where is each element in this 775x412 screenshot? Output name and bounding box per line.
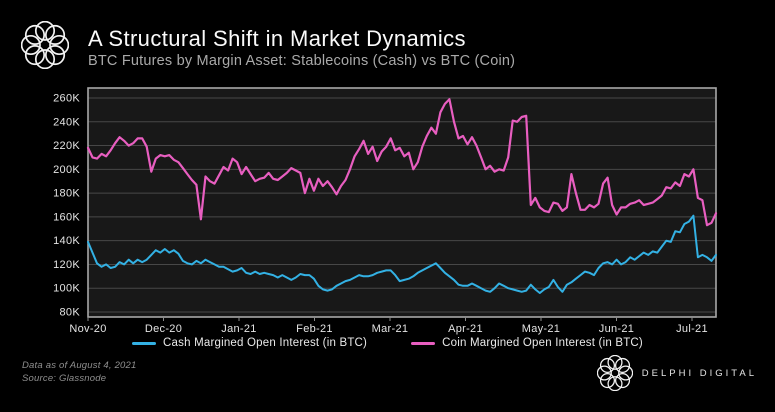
brand-mark: DELPHI DIGITAL: [597, 355, 757, 391]
legend-item-cash: Cash Margined Open Interest (in BTC): [132, 337, 367, 349]
footnote-data-as-of: Data as of August 4, 2021: [22, 360, 137, 371]
y-tick-label: 140K: [53, 235, 80, 247]
cash-margined-line-series: [87, 214, 717, 294]
legend-label-cash: Cash Margined Open Interest (in BTC): [163, 337, 368, 349]
plot-area: [88, 88, 716, 317]
legend-label-coin: Coin Margined Open Interest (in BTC): [442, 337, 643, 349]
delphi-knot-logo-small-icon: [597, 355, 633, 391]
page-title: A Structural Shift in Market Dynamics: [88, 26, 466, 51]
y-tick-label: 180K: [53, 188, 80, 200]
y-tick-label: 260K: [53, 93, 80, 105]
x-tick-label: Jan-21: [221, 323, 256, 335]
legend-item-coin: Coin Margined Open Interest (in BTC): [411, 337, 643, 349]
x-tick-label: Nov-20: [69, 323, 106, 335]
cash-line-swatch-icon: [132, 341, 157, 345]
x-tick-label: Apr-21: [448, 323, 483, 335]
coin-line-swatch-icon: [411, 341, 436, 345]
y-tick-label: 220K: [53, 140, 80, 152]
x-tick-label: Mar-21: [372, 323, 409, 335]
brand-wordmark: DELPHI DIGITAL: [641, 367, 757, 379]
x-tick-label: May-21: [522, 323, 560, 335]
y-tick-label: 200K: [53, 164, 80, 176]
y-tick-label: 120K: [53, 259, 80, 271]
plot-border: [87, 87, 717, 318]
x-tick-label: Jul-21: [676, 323, 708, 335]
x-tick-label: Feb-21: [296, 323, 333, 335]
x-tick-label: Dec-20: [145, 323, 182, 335]
y-tick-label: 160K: [53, 211, 80, 223]
y-tick-label: 240K: [53, 116, 80, 128]
footnote: Data as of August 4, 2021 Source: Glassn…: [22, 359, 137, 385]
x-tick-label: Jun-21: [599, 323, 634, 335]
y-tick-label: 100K: [53, 283, 80, 295]
y-tick-label: 80K: [60, 307, 81, 319]
page-subtitle: BTC Futures by Margin Asset: Stablecoins…: [88, 53, 516, 69]
chart-legend: Cash Margined Open Interest (in BTC) Coi…: [0, 337, 775, 349]
footnote-source: Source: Glassnode: [22, 373, 107, 384]
coin-margined-line-series: [86, 98, 718, 227]
